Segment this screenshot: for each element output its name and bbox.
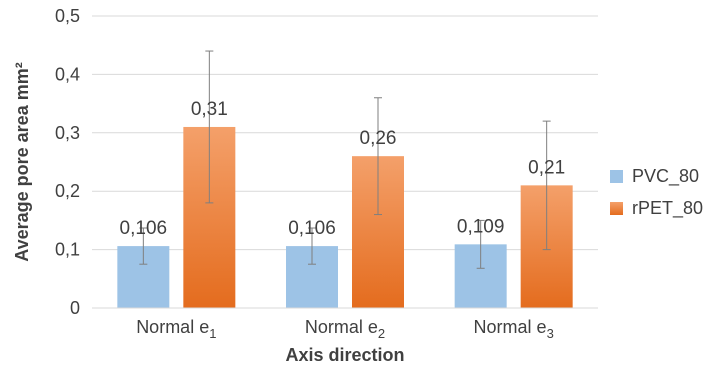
x-tick-label: Normal e2 (305, 317, 385, 341)
legend-label: PVC_80 (632, 166, 699, 187)
data-label: 0,21 (528, 157, 565, 178)
error-bar (542, 120, 551, 251)
data-labels: 0,106 0,106 0,109 0,31 0,26 0,21 (120, 99, 566, 239)
data-label: 0,106 (120, 218, 168, 239)
data-label: 0,109 (457, 216, 505, 237)
legend: PVC_80 rPET_80 (610, 166, 703, 219)
bars (117, 126, 573, 309)
error-bars (139, 50, 551, 269)
legend-label: rPET_80 (632, 198, 703, 219)
error-bar (476, 219, 485, 269)
y-tick-label: 0,5 (55, 6, 80, 26)
data-label: 0,106 (288, 218, 336, 239)
x-axis-ticks: Normal e1 Normal e2 Normal e3 (136, 317, 554, 341)
error-bar (308, 227, 316, 265)
x-tick-label: Normal e3 (474, 317, 554, 341)
data-label: 0,31 (191, 99, 228, 120)
y-tick-label: 0,1 (55, 240, 80, 260)
legend-swatch (610, 202, 623, 215)
y-axis-ticks: 0 0,1 0,2 0,3 0,4 0,5 (55, 6, 80, 318)
x-axis-title: Axis direction (285, 345, 404, 365)
legend-swatch (610, 170, 623, 183)
y-tick-label: 0,3 (55, 123, 80, 143)
x-tick-label: Normal e1 (136, 317, 216, 341)
gridlines (92, 15, 598, 251)
error-bar (205, 50, 214, 204)
error-bar (139, 227, 148, 265)
data-label: 0,26 (360, 128, 397, 149)
y-tick-label: 0,2 (55, 181, 80, 201)
error-bar (374, 97, 382, 216)
y-tick-label: 0,4 (55, 64, 80, 84)
y-tick-label: 0 (70, 298, 80, 318)
y-axis-title: Average pore area mm² (12, 62, 32, 261)
